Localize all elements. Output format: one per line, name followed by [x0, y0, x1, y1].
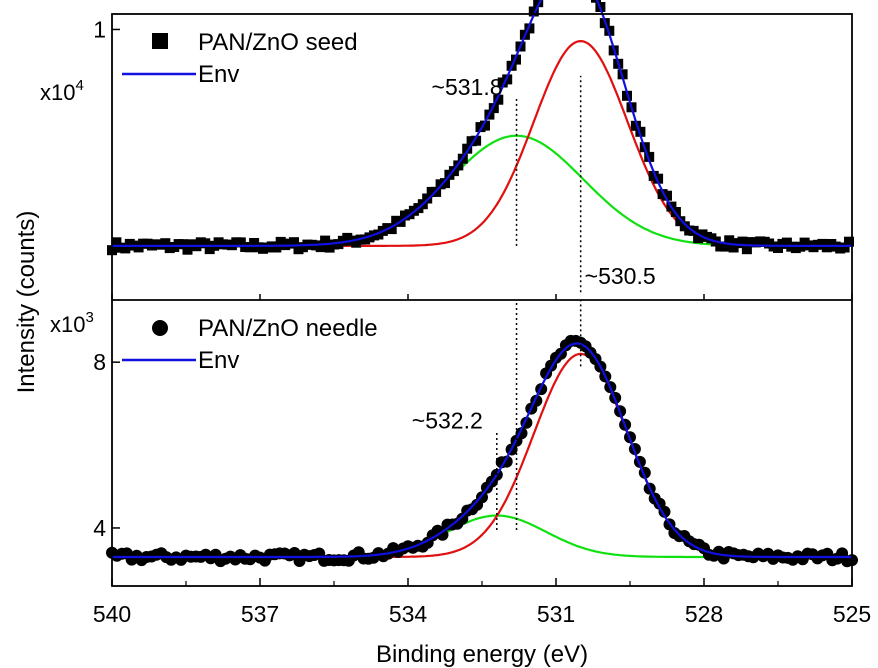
y-axis-title: Intensity (counts)	[13, 211, 40, 394]
data-point	[271, 242, 282, 253]
legend-label-env: Env	[198, 347, 239, 374]
data-point	[315, 242, 326, 253]
data-point	[289, 237, 299, 248]
data-point	[436, 528, 449, 541]
data-point	[662, 190, 672, 201]
data-point	[591, 0, 601, 3]
data-point	[741, 244, 752, 255]
legend-marker-circle	[152, 320, 168, 336]
envelope-curve-top	[112, 0, 852, 247]
axes-layer: 1 x104 8 4 x103 540 537 534 531 528 525	[40, 13, 871, 627]
data-point	[719, 241, 730, 252]
panel-bottom: ~532.2 PAN/ZnO needle Env	[106, 300, 858, 568]
data-point	[844, 236, 854, 247]
x-tick-label: 531	[537, 601, 575, 627]
data-point	[675, 216, 686, 227]
panel-top: ~531.8 ~530.5 PAN/ZnO seed Env	[107, 0, 854, 293]
x-axis-title: Binding energy (eV)	[376, 641, 588, 668]
data-point	[386, 224, 397, 235]
data-point	[422, 193, 433, 204]
data-point	[630, 120, 641, 131]
data-point	[471, 135, 482, 146]
data-point	[644, 151, 655, 162]
data-point	[737, 236, 748, 247]
x-tick-label: 540	[93, 601, 131, 627]
x-tick-label: 537	[241, 601, 279, 627]
y-tick-label: 8	[93, 349, 106, 375]
x-tick-label: 534	[389, 601, 428, 627]
data-point	[493, 94, 504, 105]
data-point	[528, 6, 539, 17]
legend-label-env: Env	[198, 61, 239, 88]
legend-label-data: PAN/ZnO seed	[198, 29, 358, 56]
peak-label: ~531.8	[432, 74, 503, 100]
x-tick-label: 525	[833, 601, 871, 627]
data-point	[200, 238, 211, 249]
data-point	[839, 242, 850, 253]
x-tick-label: 528	[685, 601, 723, 627]
data-point	[524, 23, 535, 34]
y-multiplier-label: x103	[50, 309, 94, 337]
envelope-curve-bottom	[112, 342, 852, 559]
peak-label: ~530.5	[585, 263, 656, 289]
data-point	[182, 244, 193, 255]
data-point	[462, 143, 473, 154]
y-tick-label: 1	[93, 16, 106, 42]
data-point	[724, 235, 735, 246]
data-point	[111, 237, 122, 248]
component-curve-low-bottom	[112, 352, 852, 559]
data-point	[178, 239, 188, 250]
data-point	[480, 120, 490, 131]
plot-layer: ~531.8 ~530.5 PAN/ZnO seed Env ~532.2 PAN/ZnO…	[106, 0, 858, 568]
y-multiplier-label: x104	[40, 77, 84, 105]
legend-label-data: PAN/ZnO needle	[198, 315, 378, 342]
y-tick-label: 4	[93, 515, 106, 541]
data-point	[488, 103, 499, 114]
component-curve-high-top	[112, 134, 852, 247]
legend-marker-square	[152, 33, 168, 49]
data-point	[511, 54, 521, 65]
data-point	[653, 173, 664, 184]
peak-label: ~532.2	[412, 408, 483, 434]
data-point	[440, 178, 450, 189]
data-point	[320, 235, 331, 246]
